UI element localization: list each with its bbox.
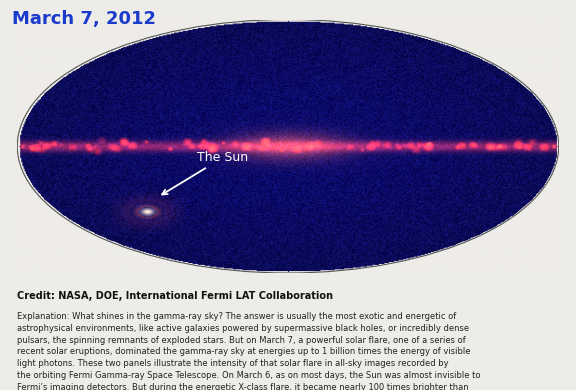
Text: The Sun: The Sun — [162, 151, 249, 195]
Text: Credit: NASA, DOE, International Fermi LAT Collaboration: Credit: NASA, DOE, International Fermi L… — [17, 291, 334, 301]
Text: March 7, 2012: March 7, 2012 — [12, 10, 156, 28]
Text: Explanation: What shines in the gamma-ray sky? The answer is usually the most ex: Explanation: What shines in the gamma-ra… — [17, 312, 481, 390]
